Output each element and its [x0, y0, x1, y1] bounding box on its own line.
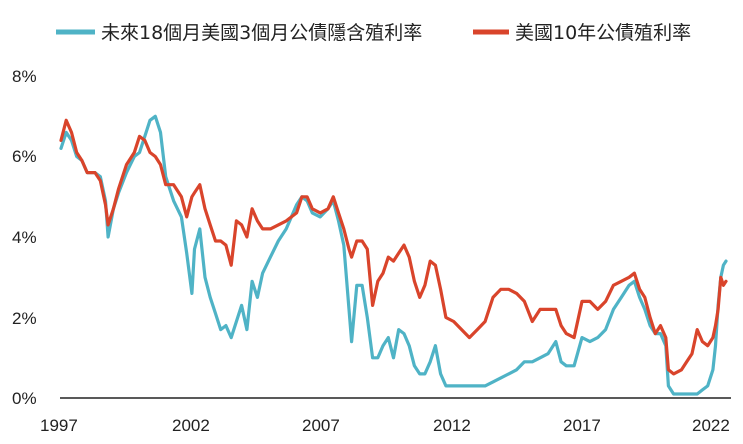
x-tick-label: 2012: [433, 416, 471, 435]
series-line-implied-yield: [61, 116, 726, 394]
x-tick-label: 1997: [40, 416, 78, 435]
series-line-10y-yield: [61, 120, 726, 374]
x-axis: 1997 2002 2007 2012 2017 2022: [40, 398, 731, 435]
y-axis: 0% 2% 4% 6% 8%: [12, 67, 37, 408]
legend-label-10y-yield: 美國10年公債殖利率: [515, 22, 691, 44]
x-tick-label: 2017: [563, 416, 601, 435]
y-tick-label: 8%: [12, 67, 37, 86]
y-tick-label: 2%: [12, 309, 37, 328]
y-tick-label: 0%: [12, 389, 37, 408]
y-tick-label: 4%: [12, 228, 37, 247]
x-tick-label: 2022: [692, 416, 730, 435]
y-tick-label: 6%: [12, 147, 37, 166]
x-tick-label: 2007: [302, 416, 340, 435]
plot-area: [61, 116, 726, 394]
x-tick-label: 2002: [172, 416, 210, 435]
legend-label-implied-yield: 未來18個月美國3個月公債隱含殖利率: [101, 22, 422, 44]
legend: 未來18個月美國3個月公債隱含殖利率 美國10年公債殖利率: [56, 22, 691, 44]
